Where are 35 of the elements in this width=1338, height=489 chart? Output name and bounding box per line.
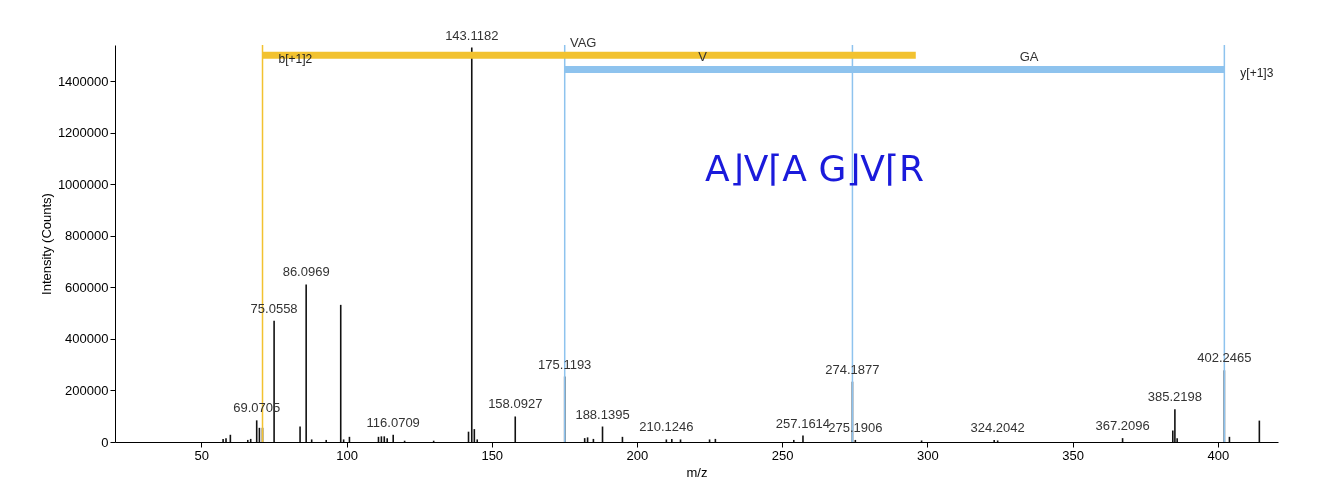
y-tick-label: 800000 [65, 228, 109, 244]
annotation: A⌋V⌈A G⌋V⌈R [705, 148, 925, 189]
y-tick-label: 600000 [65, 279, 109, 295]
y-axis-title: Intensity (Counts) [38, 193, 54, 295]
annotation: 385.2198 [1147, 389, 1203, 405]
y-tick-label: 1000000 [57, 176, 109, 192]
annotation: 210.1246 [639, 419, 694, 435]
x-tick-label: 400 [1207, 447, 1230, 463]
y-tick-label: 1200000 [57, 125, 109, 141]
y-tick-label: 200000 [65, 382, 109, 398]
x-axis-title: m/z [686, 464, 708, 480]
x-tick-label: 300 [917, 447, 939, 463]
annotation: 324.2042 [970, 420, 1025, 436]
annotation: 367.2096 [1095, 418, 1150, 434]
x-tick-label: 200 [626, 447, 649, 463]
x-tick-label: 100 [336, 447, 358, 463]
annotation: 275.1906 [828, 419, 883, 435]
annotation: GA [1019, 49, 1039, 65]
x-tick-label: 50 [194, 447, 210, 463]
y-tick-label: 1400000 [57, 73, 109, 89]
annotation: 86.0969 [282, 264, 330, 280]
y-tick-label: 0 [101, 434, 109, 450]
y-tick-label: 400000 [65, 331, 109, 347]
annotation: 116.0709 [366, 414, 420, 430]
x-tick-label: 150 [481, 447, 504, 463]
annotation: 143.1182 [445, 27, 499, 43]
x-tick-label: 250 [771, 447, 794, 463]
annotation: VAG [569, 35, 597, 51]
ref-line-label: y[+1]3 [1240, 66, 1274, 80]
annotation: 402.2465 [1197, 350, 1252, 366]
x-tick-label: 350 [1062, 447, 1084, 463]
annotation: 158.0927 [488, 396, 543, 412]
annotation: 175.1193 [538, 356, 592, 372]
annotation: 188.1395 [575, 406, 630, 422]
annotation: 274.1877 [825, 361, 880, 377]
